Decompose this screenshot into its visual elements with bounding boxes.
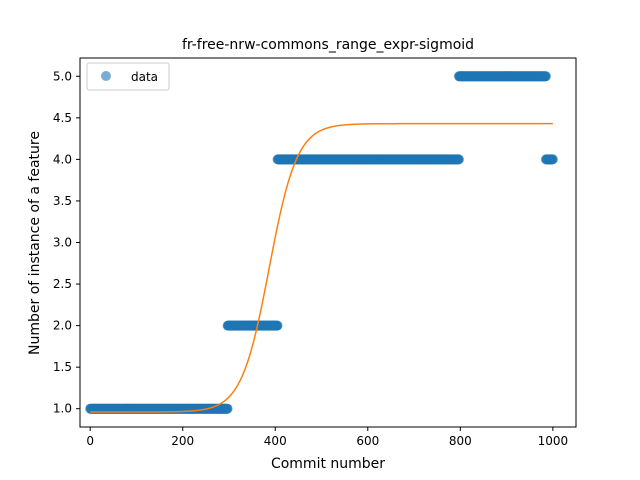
x-axis-label: Commit number: [271, 456, 385, 472]
plot-area: [85, 71, 558, 414]
data-point: [453, 154, 464, 165]
x-tick-label: 800: [449, 434, 472, 448]
y-tick-label: 1.5: [53, 360, 72, 374]
legend-box: [86, 62, 170, 91]
axes: 0 200 400 600 800 1000 1.0 1.5 2.0 2.5 3.0 3.5 4.0 4.…: [53, 57, 577, 448]
y-axis-label: Number of instance of a feature: [27, 131, 43, 355]
x-tick-label: 0: [86, 434, 94, 448]
legend-label-data: data: [131, 70, 158, 84]
data-point: [272, 320, 283, 331]
y-tick-label: 3.0: [53, 236, 72, 250]
y-tick-label: 3.5: [53, 194, 72, 208]
legend: data: [86, 62, 170, 91]
y-tick-label: 2.0: [53, 319, 72, 333]
x-tick-label: 600: [356, 434, 379, 448]
y-tick-label: 4.0: [53, 152, 72, 166]
x-tick-label: 400: [264, 434, 287, 448]
x-tick-label: 1000: [538, 434, 569, 448]
y-tick-label: 1.0: [53, 402, 72, 416]
y-tick-label: 2.5: [53, 277, 72, 291]
y-tick-label: 4.5: [53, 111, 72, 125]
x-tick-label: 200: [171, 434, 194, 448]
data-point: [222, 403, 233, 414]
data-point: [540, 71, 551, 82]
y-tick-label: 5.0: [53, 69, 72, 83]
plot-inner: [85, 71, 558, 414]
chart-title: fr-free-nrw-commons_range_expr-sigmoid: [182, 37, 474, 53]
fit-line: [90, 122, 553, 413]
legend-marker-data: [101, 71, 111, 81]
data-point: [547, 154, 558, 165]
